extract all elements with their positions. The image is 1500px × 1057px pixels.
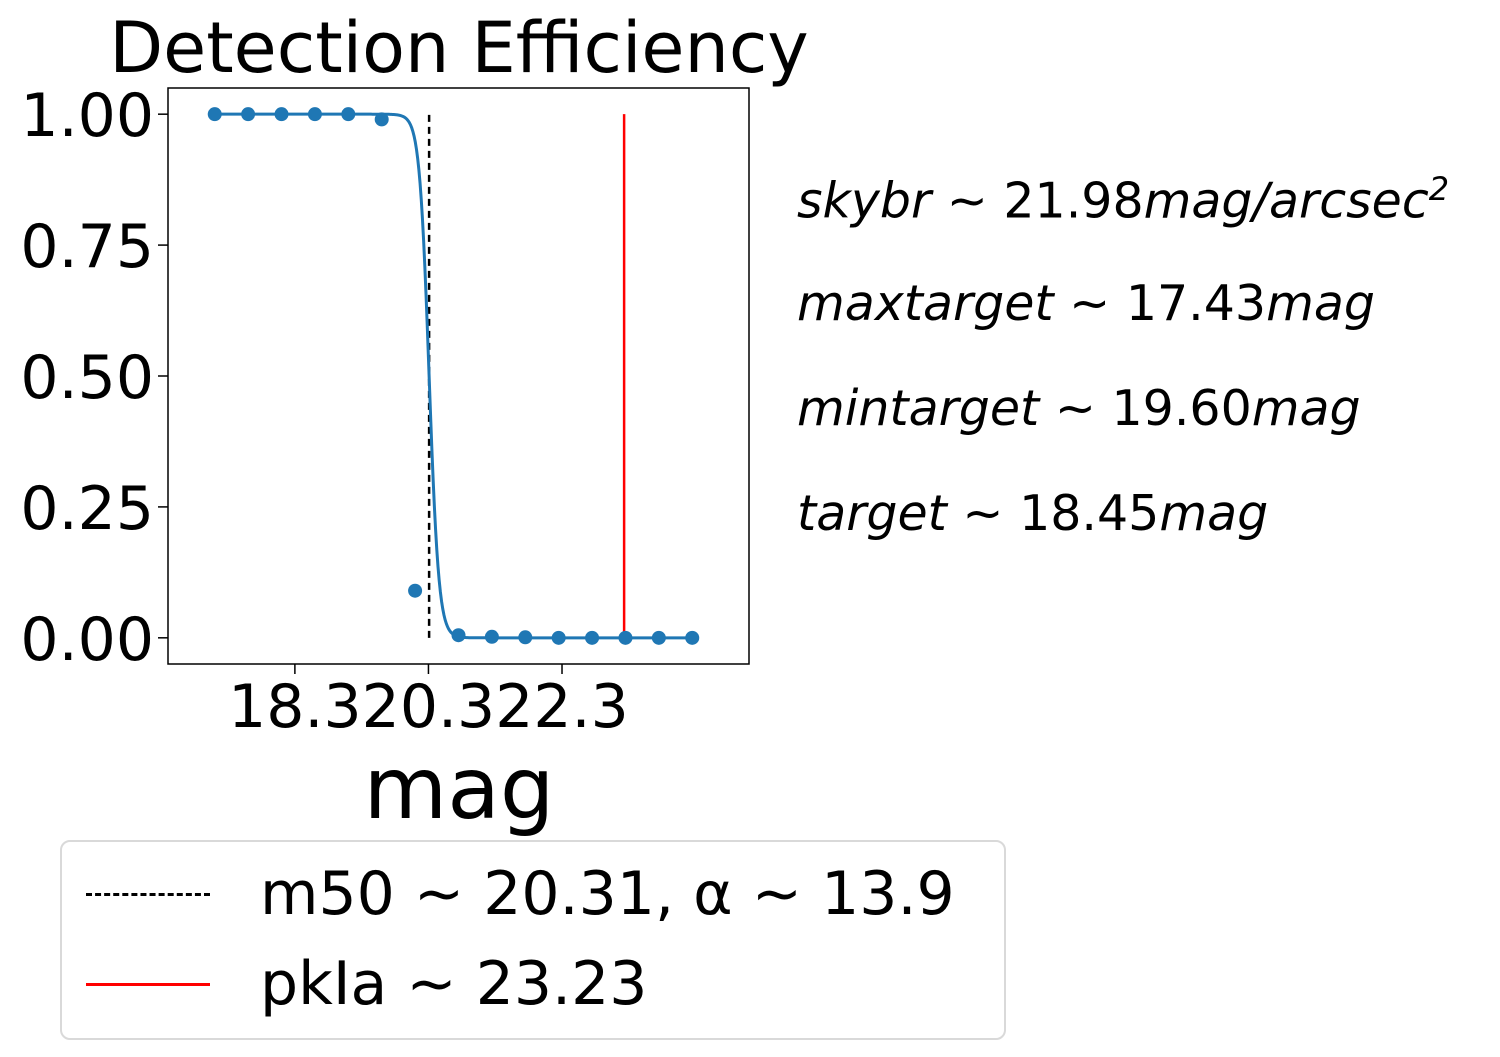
legend-entry: pkIa ~ 23.23 bbox=[62, 954, 1004, 1014]
data-point bbox=[241, 107, 256, 122]
annotation-value: 17.43 bbox=[1125, 275, 1267, 332]
data-point bbox=[451, 628, 466, 643]
legend: m50 ~ 20.31, α ~ 13.9 pkIa ~ 23.23 bbox=[60, 840, 1006, 1040]
y-tick-label: 0.00 bbox=[20, 605, 154, 675]
annotation-label: skybr bbox=[797, 172, 932, 230]
annotation-label: mintarget bbox=[797, 380, 1040, 437]
annotation-value: 19.60 bbox=[1111, 380, 1252, 437]
data-point bbox=[484, 629, 499, 644]
data-point bbox=[274, 107, 289, 122]
legend-label: m50 ~ 20.31, α ~ 13.9 bbox=[260, 859, 955, 929]
annotation-op: ~ bbox=[931, 172, 1004, 230]
annotation-maxtarget: maxtarget ~ 17.43mag bbox=[797, 275, 1375, 332]
chart-title: Detection Efficiency bbox=[109, 7, 809, 89]
annotation-skybr: skybr ~ 21.98mag/arcsec2 bbox=[797, 170, 1449, 229]
x-tick-label: 20.3 bbox=[362, 672, 496, 742]
data-point bbox=[408, 583, 423, 598]
y-tick-label: 0.25 bbox=[20, 474, 154, 544]
annotation-value: 18.45 bbox=[1019, 485, 1160, 542]
annotation-target: target ~ 18.45mag bbox=[797, 485, 1268, 542]
data-point bbox=[685, 630, 700, 645]
data-point bbox=[585, 630, 600, 645]
data-point bbox=[618, 630, 633, 645]
annotation-op: ~ bbox=[946, 485, 1020, 542]
y-tick-label: 0.50 bbox=[20, 343, 154, 413]
annotation-unit: mag bbox=[1266, 275, 1375, 332]
annotation-label: maxtarget bbox=[797, 275, 1054, 332]
annotation-value: 21.98 bbox=[1003, 172, 1144, 230]
y-tick-label: 0.75 bbox=[20, 212, 154, 282]
legend-entry: m50 ~ 20.31, α ~ 13.9 bbox=[62, 864, 1004, 924]
legend-swatch bbox=[86, 983, 210, 986]
annotation-op: ~ bbox=[1039, 380, 1112, 437]
legend-swatch bbox=[86, 893, 210, 896]
data-point bbox=[651, 630, 666, 645]
annotation-unit: mag/arcsec bbox=[1143, 172, 1429, 230]
x-tick-label: 22.3 bbox=[495, 672, 629, 742]
y-tick-label: 1.00 bbox=[20, 81, 154, 151]
data-point bbox=[374, 112, 389, 127]
x-axis-label: mag bbox=[363, 739, 554, 839]
axis-ticks: 0.00 0.25 0.50 0.75 1.00 18.3 20.3 22.3 bbox=[20, 81, 628, 742]
legend-label: pkIa ~ 23.23 bbox=[260, 949, 648, 1019]
data-point bbox=[307, 107, 322, 122]
plot-frame bbox=[167, 87, 750, 665]
data-point bbox=[551, 630, 566, 645]
data-point bbox=[207, 107, 222, 122]
data-point bbox=[341, 107, 356, 122]
annotation-unit: mag bbox=[1251, 380, 1361, 437]
reference-lines bbox=[427, 114, 626, 638]
annotation-superscript: 2 bbox=[1428, 170, 1450, 208]
annotation-op: ~ bbox=[1053, 275, 1126, 332]
data-points bbox=[207, 107, 700, 645]
annotation-label: target bbox=[797, 485, 947, 542]
annotation-unit: mag bbox=[1159, 485, 1269, 542]
annotation-mintarget: mintarget ~ 19.60mag bbox=[797, 380, 1361, 437]
x-tick-label: 18.3 bbox=[228, 672, 362, 742]
data-point bbox=[518, 630, 533, 645]
